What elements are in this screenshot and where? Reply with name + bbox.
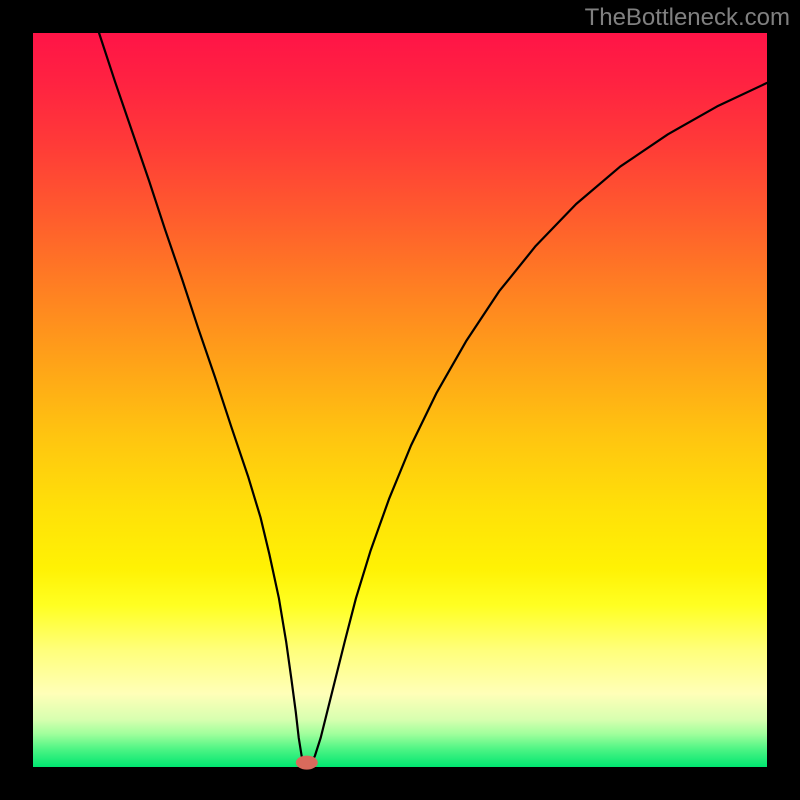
plot-area [33,33,767,767]
chart-container: TheBottleneck.com [0,0,800,800]
watermark-text: TheBottleneck.com [585,4,790,32]
optimal-marker [296,756,318,770]
bottleneck-chart [0,0,800,800]
